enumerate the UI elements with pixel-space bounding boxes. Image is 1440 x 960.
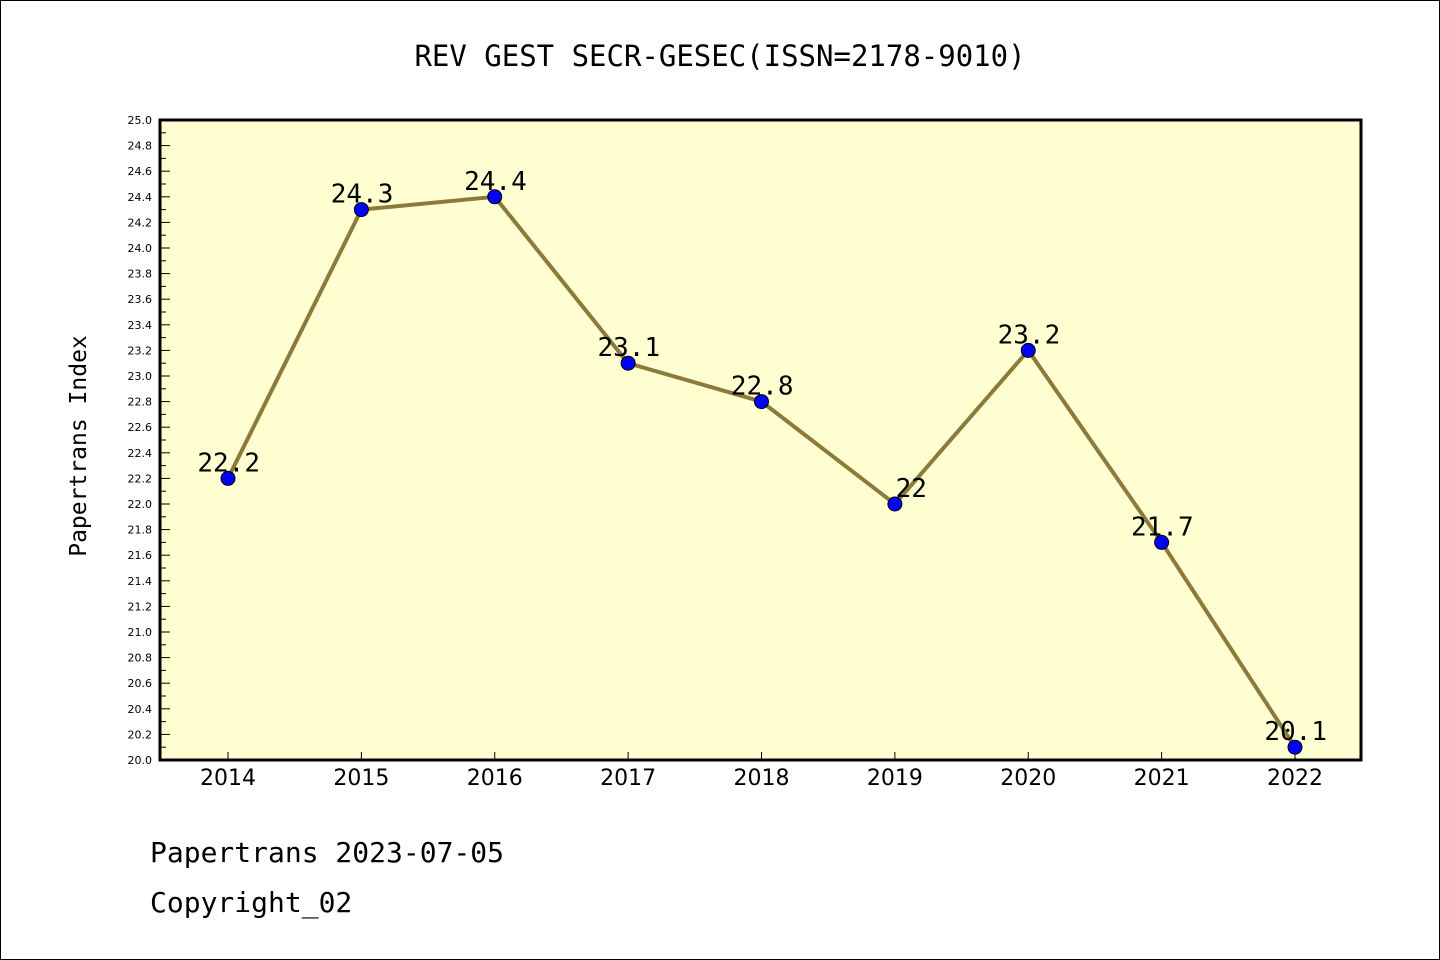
data-point — [487, 189, 503, 205]
y-tick-label: 23.8 — [128, 268, 153, 281]
data-point — [1020, 342, 1036, 358]
y-tick-label: 22.0 — [128, 498, 153, 511]
data-label: 21.7 — [1131, 512, 1194, 542]
y-tick-label: 22.8 — [128, 396, 153, 409]
data-label: 24.4 — [464, 167, 527, 197]
y-tick-label: 24.8 — [128, 140, 153, 153]
y-tick-label: 23.2 — [128, 344, 153, 357]
y-tick-label: 23.0 — [128, 370, 153, 383]
x-tick-label: 2022 — [1267, 766, 1323, 791]
y-tick-label: 24.4 — [128, 191, 153, 204]
data-label: 23.2 — [998, 320, 1061, 350]
x-tick-label: 2019 — [867, 766, 923, 791]
data-point — [620, 355, 636, 371]
y-tick-label: 20.8 — [128, 652, 153, 665]
data-label: 24.3 — [331, 180, 394, 210]
y-tick-label: 24.6 — [128, 165, 153, 178]
footer-date: Papertrans 2023-07-05 — [150, 836, 505, 869]
footer-copyright: Copyright_02 — [150, 886, 353, 919]
data-point — [887, 496, 903, 512]
data-point — [353, 202, 369, 218]
y-tick-label: 21.2 — [128, 600, 153, 613]
x-tick-label: 2017 — [600, 766, 656, 791]
data-label: 22.8 — [731, 372, 794, 402]
y-tick-label: 21.6 — [128, 549, 153, 562]
data-label: 23.1 — [598, 333, 661, 363]
x-tick-label: 2014 — [200, 766, 256, 791]
data-label: 22.2 — [197, 448, 260, 478]
data-label: 20.1 — [1264, 717, 1327, 747]
y-tick-label: 20.6 — [128, 677, 153, 690]
y-tick-label: 25.0 — [128, 114, 153, 127]
y-tick-label: 23.4 — [128, 319, 153, 332]
y-tick-label: 21.4 — [128, 575, 153, 588]
data-point — [1154, 534, 1170, 550]
y-tick-label: 22.4 — [128, 447, 153, 460]
y-tick-label: 20.2 — [128, 728, 153, 741]
chart-title: REV GEST SECR-GESEC(ISSN=2178-9010) — [414, 39, 1025, 73]
y-axis-label: Papertrans Index — [66, 335, 92, 557]
data-point — [1287, 739, 1303, 755]
y-tick-label: 23.6 — [128, 293, 153, 306]
y-tick-label: 22.2 — [128, 472, 153, 485]
y-tick-label: 20.4 — [128, 703, 153, 716]
x-tick-label: 2021 — [1134, 766, 1190, 791]
x-tick-label: 2020 — [1000, 766, 1056, 791]
x-tick-label: 2018 — [734, 766, 790, 791]
data-point — [754, 394, 769, 410]
y-tick-label: 20.0 — [128, 754, 153, 767]
y-tick-label: 24.0 — [128, 242, 153, 255]
x-tick-label: 2015 — [333, 766, 389, 791]
plot-area — [160, 120, 1361, 760]
data-label: 22 — [896, 474, 927, 504]
y-tick-label: 21.0 — [128, 626, 153, 639]
x-tick-label: 2016 — [467, 766, 523, 791]
y-tick-label: 22.6 — [128, 421, 153, 434]
plot-border — [158, 118, 1363, 762]
y-tick-label: 24.2 — [128, 216, 153, 229]
y-tick-label: 21.8 — [128, 524, 153, 537]
data-point — [220, 470, 236, 486]
